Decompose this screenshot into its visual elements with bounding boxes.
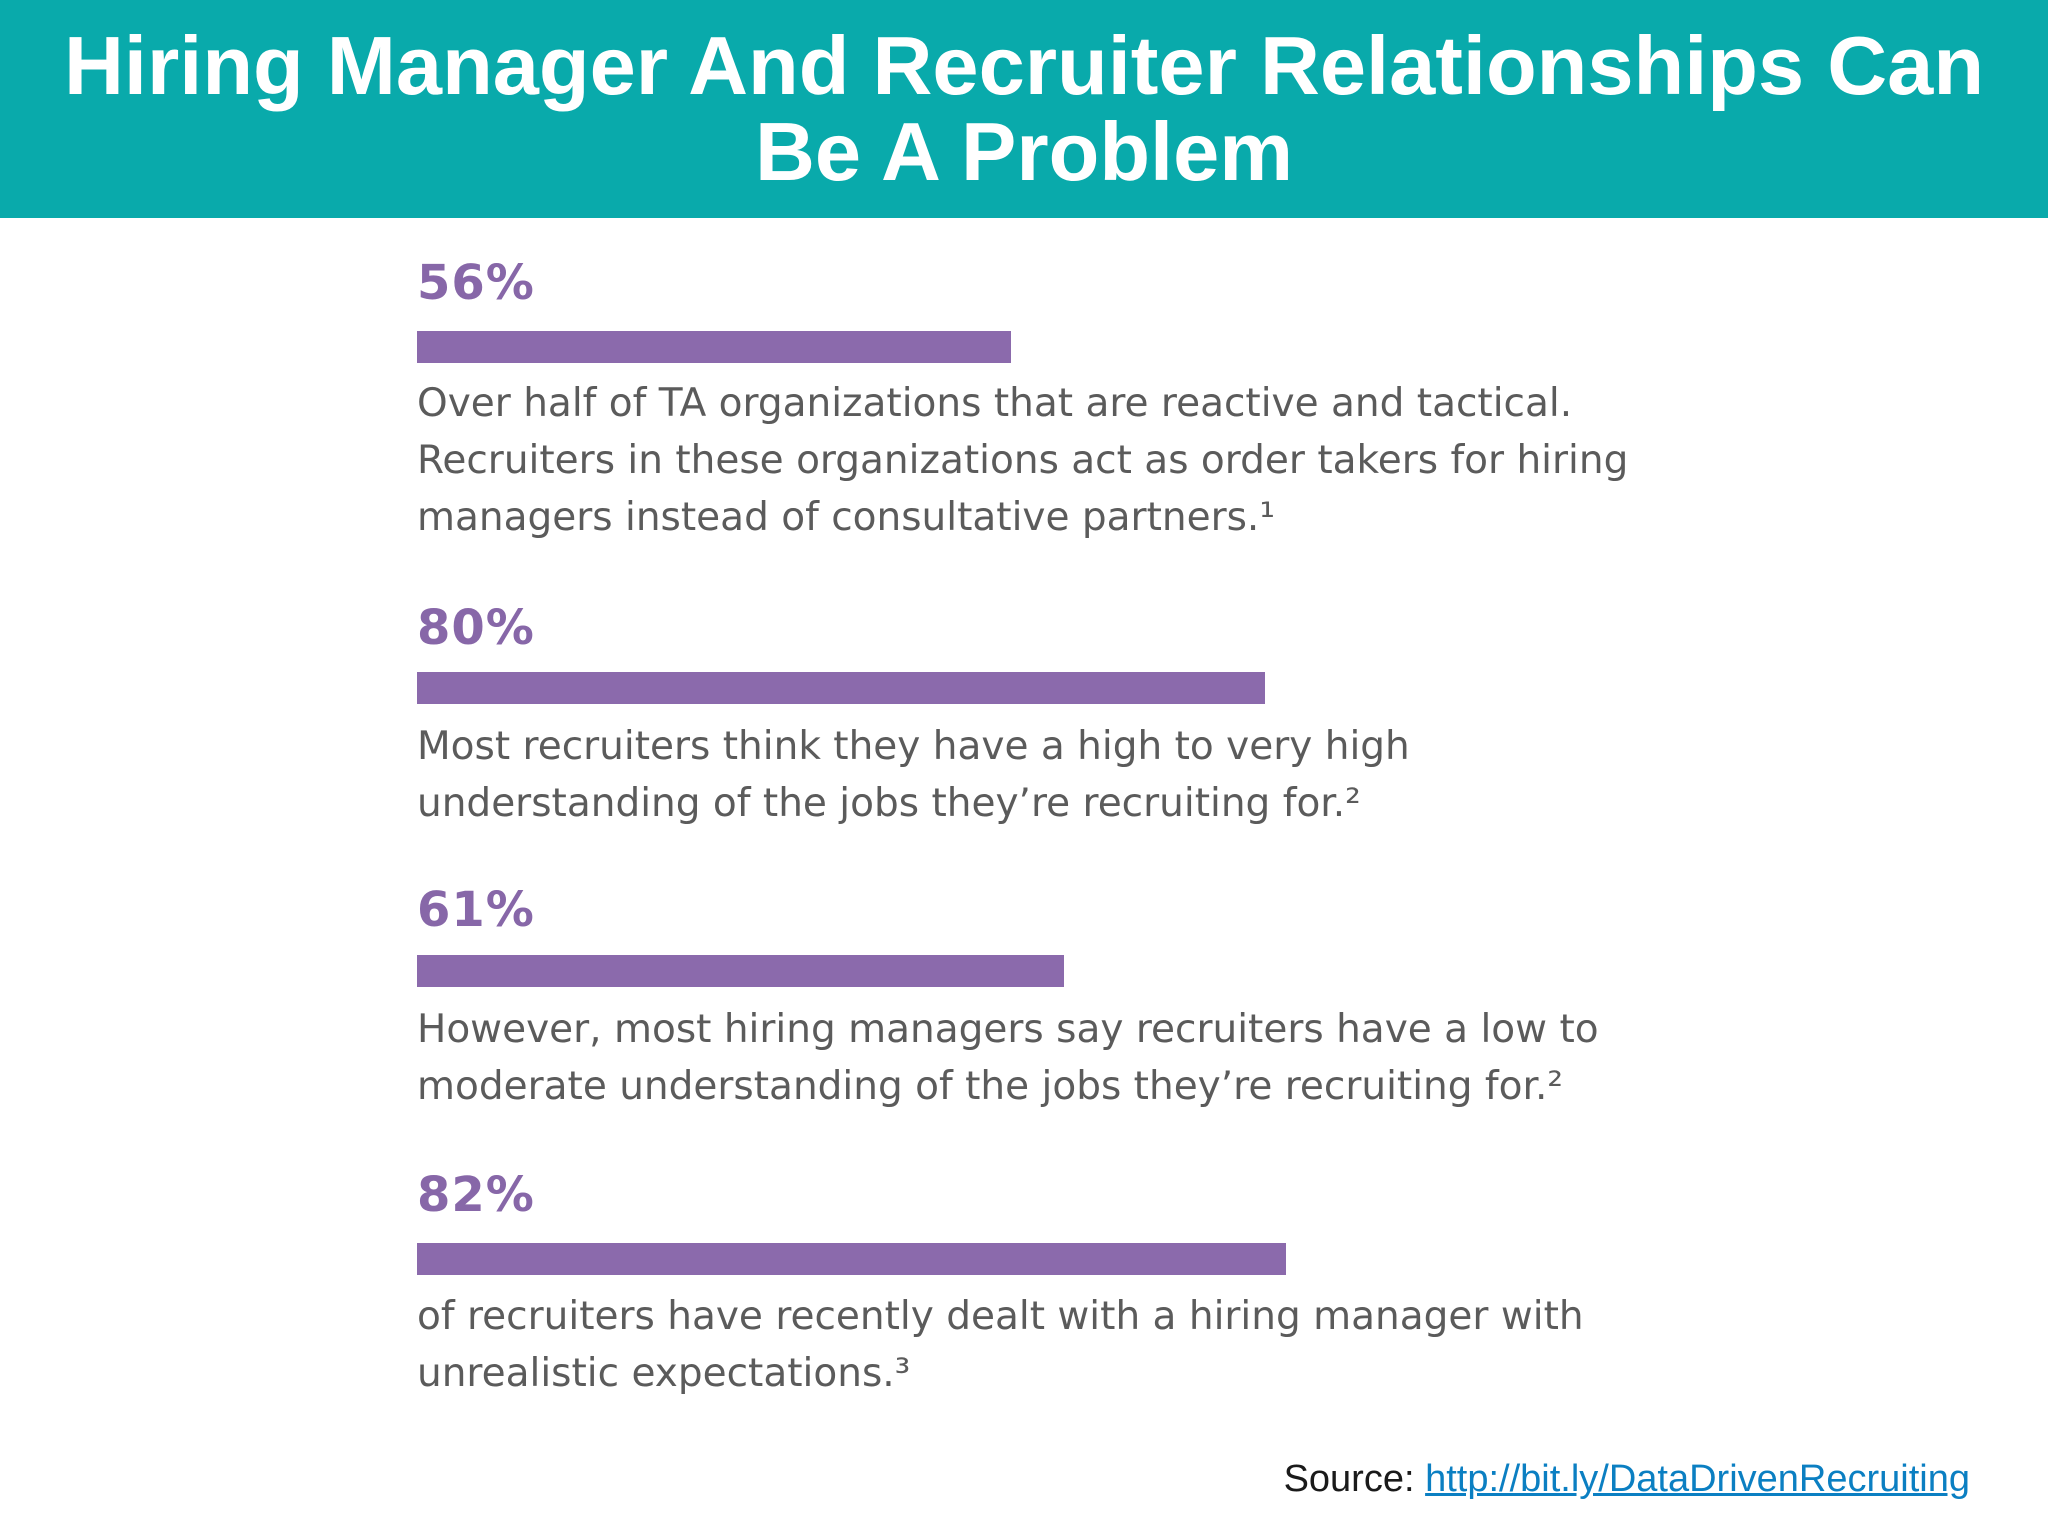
stat-bar [417,955,1064,987]
stat-value-label: 56% [417,255,535,311]
stat-description: However, most hiring managers say recrui… [417,1007,1599,1109]
stat-description: Most recruiters think they have a high t… [417,724,1410,826]
stat-description: Over half of TA organizations that are r… [417,381,1629,540]
stat-description: of recruiters have recently dealt with a… [417,1294,1584,1396]
stat-bar [417,331,1011,363]
stat-item-1: 56% Over half of TA organizations that a… [417,255,1667,540]
title-banner: Hiring Manager And Recruiter Relationshi… [0,0,2048,218]
stat-value-label: 61% [417,882,535,938]
stat-value-label: 80% [417,600,535,656]
stat-bar [417,672,1265,704]
source-link[interactable]: http://bit.ly/DataDrivenRecruiting [1425,1458,1970,1500]
stat-value-label: 82% [417,1167,535,1223]
stat-item-2: 80% Most recruiters think they have a hi… [417,600,1667,826]
stat-item-3: 61% However, most hiring managers say re… [417,882,1667,1109]
stat-item-4: 82% of recruiters have recently dealt wi… [417,1167,1667,1396]
page-title: Hiring Manager And Recruiter Relationshi… [63,19,1985,198]
source-citation: Source: http://bit.ly/DataDrivenRecruiti… [1284,1458,1970,1501]
stat-bar [417,1243,1286,1275]
source-prefix: Source: [1283,1458,1426,1500]
